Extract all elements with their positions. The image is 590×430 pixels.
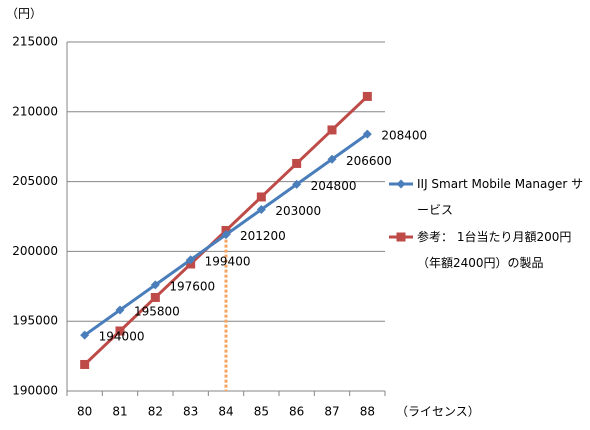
- data-label: 199400: [205, 254, 251, 268]
- point: [150, 292, 160, 302]
- point: [327, 154, 337, 164]
- point: [150, 280, 160, 290]
- y-tick-label: 195000: [12, 314, 58, 328]
- legend-marker: [396, 232, 406, 242]
- y-tick-label: 205000: [12, 174, 58, 188]
- data-label: 206600: [346, 154, 392, 168]
- data-label: 197600: [169, 279, 215, 293]
- x-tick-label: 88: [360, 405, 375, 419]
- point: [362, 129, 372, 139]
- data-label: 204800: [311, 179, 357, 193]
- legend-marker: [396, 179, 406, 189]
- y-axis-label: （円）: [6, 7, 42, 21]
- x-axis-label: （ライセンス）: [396, 405, 480, 419]
- y-tick-label: 210000: [12, 104, 58, 118]
- data-label: 194000: [99, 330, 145, 344]
- x-tick-label: 85: [254, 405, 269, 419]
- x-tick-label: 87: [324, 405, 339, 419]
- y-tick-label: 190000: [12, 384, 58, 398]
- y-tick-label: 215000: [12, 35, 58, 49]
- point: [362, 91, 372, 101]
- point: [292, 179, 302, 189]
- y-tick-label: 200000: [12, 244, 58, 258]
- x-tick-label: 84: [218, 405, 233, 419]
- point: [292, 158, 302, 168]
- data-label: 195800: [134, 305, 180, 319]
- x-tick-label: 81: [112, 405, 127, 419]
- x-tick-label: 83: [183, 405, 198, 419]
- point: [80, 330, 90, 340]
- legend-label: 参考： 1台当たり月額200円（年額2400円）の製品: [417, 230, 572, 270]
- point: [186, 255, 196, 265]
- point: [256, 205, 266, 215]
- x-tick-label: 80: [77, 405, 92, 419]
- point: [256, 192, 266, 202]
- point: [327, 125, 337, 135]
- x-tick-label: 82: [148, 405, 163, 419]
- point: [221, 230, 231, 240]
- legend-label: IIJ Smart Mobile Manager サービス: [417, 177, 584, 217]
- data-label: 201200: [240, 229, 286, 243]
- point: [115, 305, 125, 315]
- point: [115, 326, 125, 336]
- data-label: 208400: [381, 129, 427, 143]
- point: [80, 359, 90, 369]
- data-label: 203000: [275, 204, 321, 218]
- x-tick-label: 86: [289, 405, 304, 419]
